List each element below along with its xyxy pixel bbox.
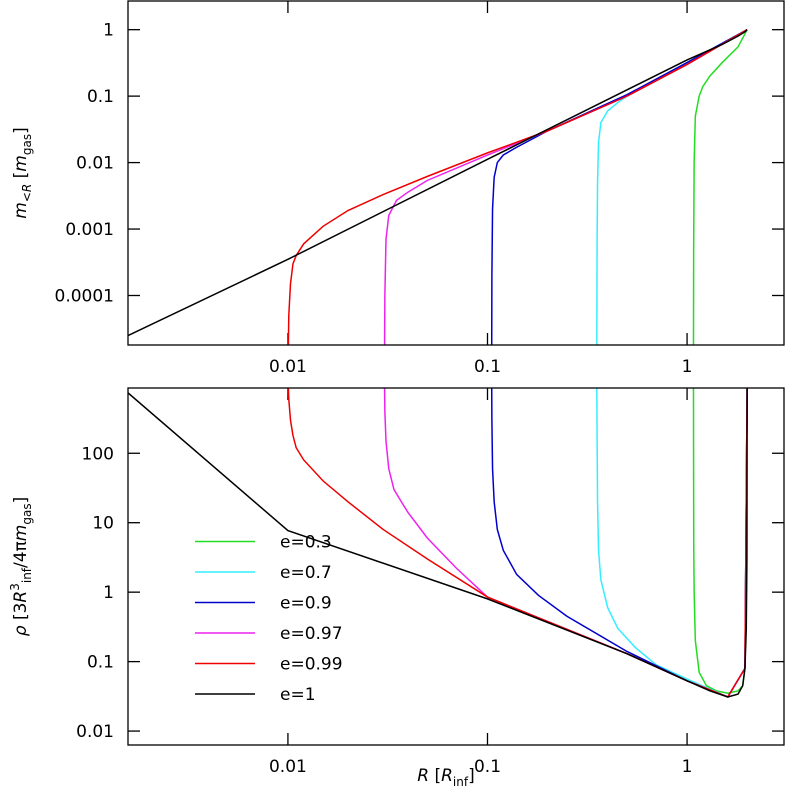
x-tick-label: 0.01 [269,757,307,777]
y-tick-label: 0.001 [65,220,114,240]
y-axis-label: ρ [3R3inf/4πmgas] [8,497,34,637]
series-line [490,29,748,345]
series-line [692,388,748,695]
label-part: R [441,766,453,786]
series-line [128,388,748,698]
series-line [383,29,748,345]
label-part: ] [11,127,31,134]
legend-label: e=0.3 [280,533,332,553]
x-tick-label: 0.1 [474,357,501,377]
label-part: R [11,591,31,603]
label-part: gas [20,134,34,155]
series-line [692,29,748,345]
x-axis-label: R [Rinf] [417,766,474,789]
label-part: ρ [11,625,31,636]
label-part: m [11,202,31,219]
label-part: gas [20,503,34,524]
series-line [287,388,748,698]
x-tick-label: 1 [682,357,693,377]
label-part: [ [11,172,31,184]
label-part: <R [20,184,34,202]
label-part: 3 [8,583,22,591]
label-part: [ [429,766,441,786]
x-tick-label: 0.01 [269,357,307,377]
plot-lines [128,388,748,698]
label-part: inf [453,775,469,789]
legend-label: e=0.9 [280,594,332,614]
y-tick-label: 100 [82,444,114,464]
x-tick-label: 1 [682,757,693,777]
label-part: R [417,766,429,786]
y-axis-label: m<R [mgas] [11,127,34,218]
label-part: /4π [11,541,31,568]
legend-label: e=0.99 [280,655,343,675]
label-part: m [11,525,31,542]
y-tick-label: 0.1 [87,87,114,107]
plot-lines [128,29,748,345]
y-tick-label: 10 [92,514,114,534]
label-part: ] [11,497,31,504]
series-line [128,29,748,337]
series-line [287,29,748,345]
y-tick-label: 0.01 [76,722,114,742]
plot-frame [127,387,785,746]
label-part: ] [468,766,475,786]
y-tick-label: 0.1 [87,653,114,673]
series-line [596,29,748,345]
y-tick-label: 1 [103,21,114,41]
label-part: m [11,155,31,172]
legend-label: e=1 [280,685,316,705]
label-part: [3 [11,603,31,626]
x-tick-label: 0.1 [474,757,501,777]
series-line [383,388,748,698]
label-part: inf [20,567,34,583]
legend-label: e=0.7 [280,563,332,583]
plot-frame [127,0,785,346]
legend-label: e=0.97 [280,624,343,644]
y-tick-label: 0.0001 [55,287,114,307]
y-tick-label: 1 [103,583,114,603]
y-tick-label: 0.01 [76,154,114,174]
